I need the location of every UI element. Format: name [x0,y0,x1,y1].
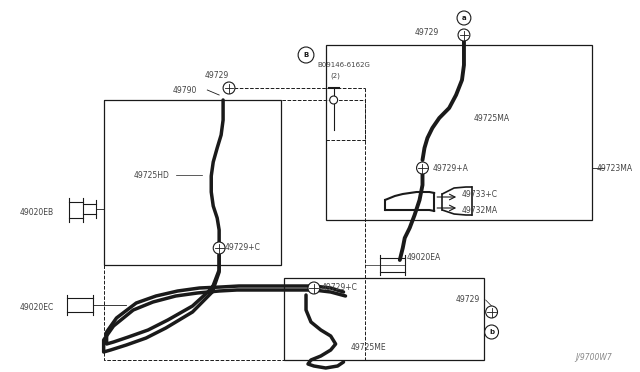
Text: 49725HD: 49725HD [133,170,169,180]
Text: 49020EA: 49020EA [406,253,441,262]
Text: B09146-6162G: B09146-6162G [318,62,371,68]
Text: J/9700W7: J/9700W7 [575,353,612,362]
Text: 49732MA: 49732MA [462,205,498,215]
Text: (2): (2) [331,73,340,79]
Text: 49729+C: 49729+C [322,283,358,292]
Text: 49729: 49729 [415,28,439,36]
Circle shape [486,306,497,318]
Circle shape [330,96,338,104]
Text: 49790: 49790 [173,86,197,94]
Text: 49725MA: 49725MA [474,113,510,122]
Text: 49020EB: 49020EB [20,208,54,217]
Text: a: a [461,15,467,21]
Text: 49733+C: 49733+C [462,189,498,199]
Text: 49725ME: 49725ME [351,343,386,353]
Circle shape [484,325,499,339]
Circle shape [213,242,225,254]
Circle shape [458,29,470,41]
Text: 49723MA: 49723MA [596,164,632,173]
Circle shape [457,11,471,25]
Circle shape [308,282,320,294]
Text: 49020EC: 49020EC [20,302,54,311]
Text: b: b [489,329,494,335]
Circle shape [298,47,314,63]
Text: 49729+A: 49729+A [433,164,468,173]
Text: B: B [303,52,308,58]
Circle shape [223,82,235,94]
Text: 49729: 49729 [204,71,228,80]
Text: 49729+C: 49729+C [225,244,261,253]
Circle shape [417,162,428,174]
Text: 49729: 49729 [456,295,480,305]
